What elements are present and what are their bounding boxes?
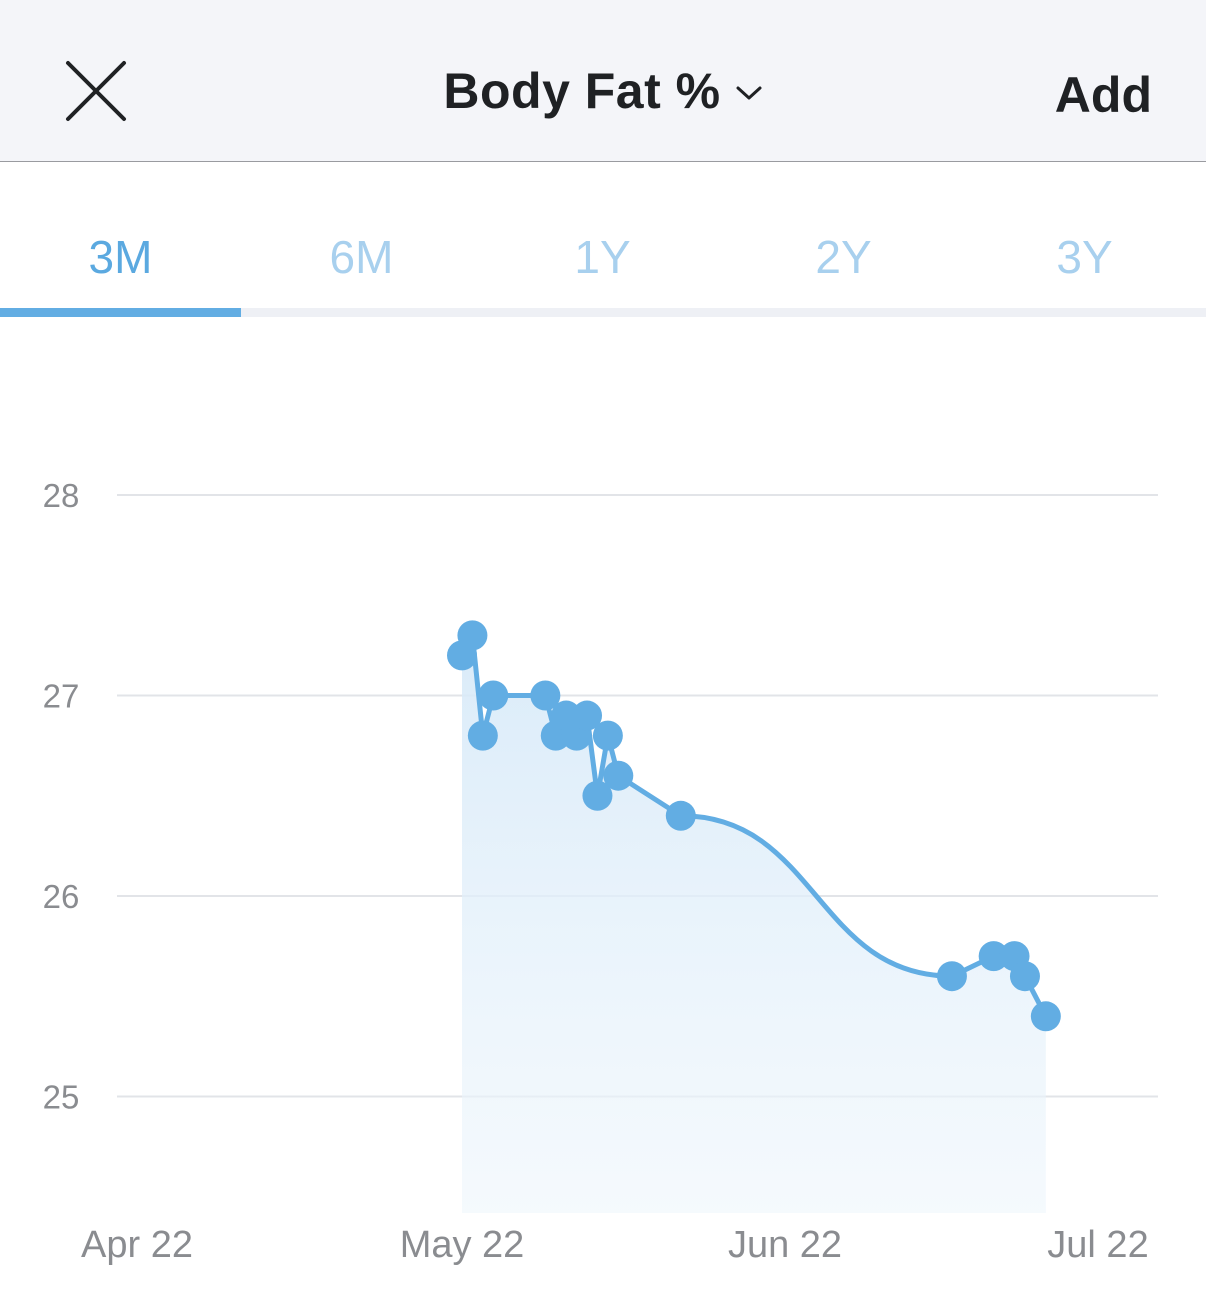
data-point xyxy=(457,620,488,651)
x-tick-label: May 22 xyxy=(400,1224,525,1266)
y-tick-label: 25 xyxy=(43,1079,80,1116)
x-tick-label: Apr 22 xyxy=(81,1224,193,1266)
x-tick-label: Jul 22 xyxy=(1047,1224,1148,1266)
tab-3m[interactable]: 3M xyxy=(88,231,153,283)
y-tick-label: 28 xyxy=(43,477,80,514)
tab-2y[interactable]: 2Y xyxy=(815,231,872,283)
y-tick-label: 26 xyxy=(43,878,80,915)
tab-3y[interactable]: 3Y xyxy=(1056,231,1113,283)
data-point xyxy=(1009,961,1040,992)
header-bar: Body Fat % Add xyxy=(0,0,1206,162)
data-point xyxy=(572,700,603,731)
tab-track xyxy=(0,308,1206,317)
data-point xyxy=(1030,1001,1061,1032)
chevron-down-icon xyxy=(736,86,762,100)
data-point xyxy=(582,780,613,811)
data-point xyxy=(592,720,623,751)
close-icon xyxy=(66,61,126,121)
range-tabs: 3M 6M 1Y 2Y 3Y xyxy=(0,230,1206,318)
data-point xyxy=(936,961,967,992)
y-tick-label: 27 xyxy=(43,678,80,715)
tab-1y[interactable]: 1Y xyxy=(574,231,631,283)
metric-selector[interactable]: Body Fat % xyxy=(0,62,1206,120)
active-tab-indicator xyxy=(0,308,241,317)
data-point xyxy=(530,680,561,711)
x-tick-label: Jun 22 xyxy=(728,1224,842,1266)
data-point xyxy=(603,760,634,791)
data-point xyxy=(467,720,498,751)
add-button[interactable]: Add xyxy=(1054,67,1152,123)
data-point xyxy=(978,941,1009,972)
data-point xyxy=(478,680,509,711)
close-button[interactable] xyxy=(60,57,132,129)
page-title: Body Fat % xyxy=(443,63,721,119)
chart-svg: 28 27 26 25 Apr 22 May 22 Jun 22 Jul 22 xyxy=(43,477,1158,1266)
tab-6m[interactable]: 6M xyxy=(329,231,394,283)
data-point xyxy=(665,800,696,831)
body-fat-chart: 28 27 26 25 Apr 22 May 22 Jun 22 Jul 22 xyxy=(0,318,1206,1300)
